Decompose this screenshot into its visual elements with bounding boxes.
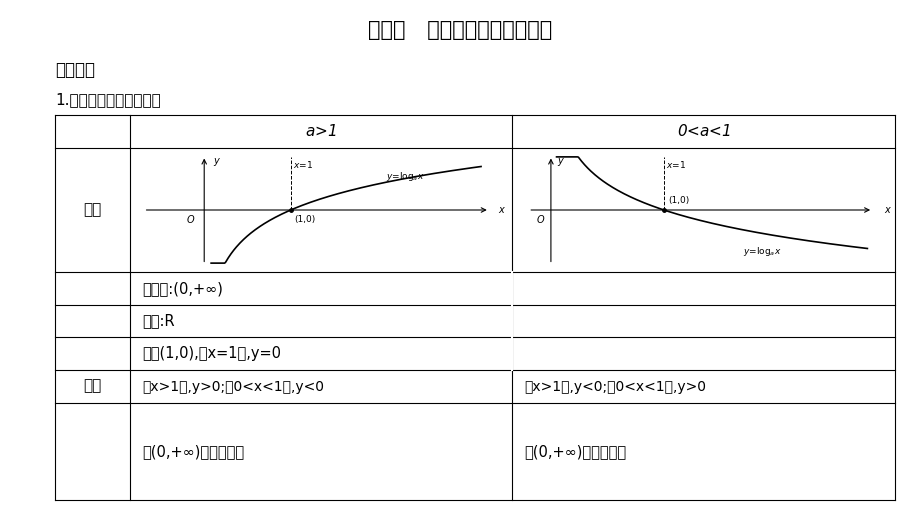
Text: $x$: $x$: [498, 205, 505, 215]
Text: 图象: 图象: [84, 203, 101, 218]
Text: 考点二   对数函数的图象与性质: 考点二 对数函数的图象与性质: [368, 20, 551, 40]
Text: (1,0): (1,0): [294, 215, 315, 224]
Text: $y$=log$_a$$x$: $y$=log$_a$$x$: [743, 245, 780, 258]
Text: $x$: $x$: [883, 205, 891, 215]
Text: 当x>1时,y<0;內0<x<1时,y>0: 当x>1时,y<0;內0<x<1时,y>0: [524, 380, 705, 394]
Text: 是(0,+∞)上的减函数: 是(0,+∞)上的减函数: [524, 444, 626, 459]
Text: 定义域:(0,+∞): 定义域:(0,+∞): [142, 281, 222, 296]
Text: 考向基础: 考向基础: [55, 61, 95, 79]
Text: 0<$a$<1: 0<$a$<1: [675, 123, 730, 139]
Text: $O$: $O$: [536, 212, 545, 225]
Text: (1,0): (1,0): [667, 196, 688, 205]
Text: $y$=log$_a$$x$: $y$=log$_a$$x$: [385, 170, 424, 183]
Text: $x$=1: $x$=1: [292, 159, 312, 170]
Text: 値域:R: 値域:R: [142, 313, 175, 328]
Text: $y$: $y$: [556, 155, 564, 168]
Text: 1.对数函数的图象与性质: 1.对数函数的图象与性质: [55, 93, 161, 108]
Text: $a$>1: $a$>1: [305, 123, 336, 139]
Text: 性质: 性质: [84, 379, 101, 394]
Text: 是(0,+∞)上的增函数: 是(0,+∞)上的增函数: [142, 444, 244, 459]
Text: $x$=1: $x$=1: [665, 159, 686, 170]
Text: 过点(1,0),即x=1时,y=0: 过点(1,0),即x=1时,y=0: [142, 346, 280, 361]
Text: $y$: $y$: [212, 155, 221, 168]
Text: $O$: $O$: [186, 212, 196, 225]
Text: 当x>1时,y>0;內0<x<1时,y<0: 当x>1时,y>0;內0<x<1时,y<0: [142, 380, 323, 394]
